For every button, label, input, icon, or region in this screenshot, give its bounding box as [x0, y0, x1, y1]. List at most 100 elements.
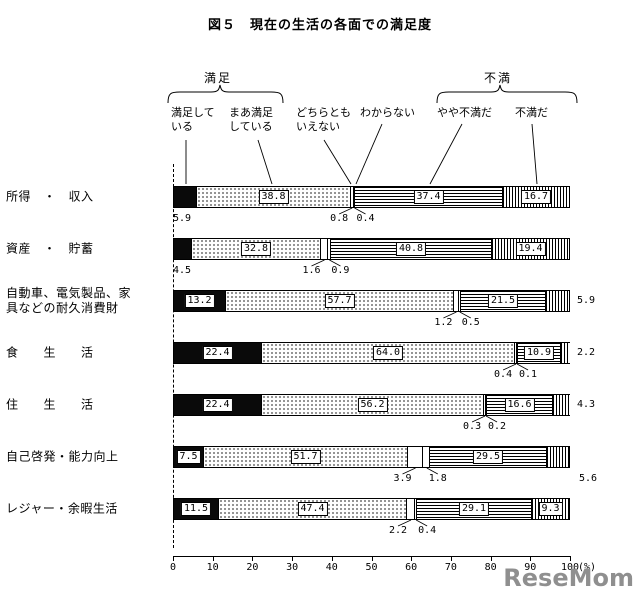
bar-segment-dissatisfied — [553, 395, 570, 415]
bar-segment-dissatisfied — [561, 343, 570, 363]
legend-item-somewhat-satisfied: まあ満足 している — [229, 106, 273, 133]
axis-unit-label: (%) — [578, 562, 597, 573]
value-label: 0.2 — [488, 421, 507, 432]
value-label: 64.0 — [372, 346, 404, 360]
value-label: 19.4 — [515, 242, 546, 256]
category-label: 自己啓発・能力向上 — [6, 449, 119, 464]
value-label: 32.8 — [240, 242, 272, 256]
stacked-bar: 22.4 56.2 16.6 — [173, 394, 570, 416]
bar-segment-neither — [515, 343, 517, 363]
bar-segment-satisfied — [174, 239, 192, 259]
axis-tick — [252, 557, 254, 561]
value-label: 3.9 — [393, 473, 412, 484]
value-label: 11.5 — [180, 502, 212, 516]
bar-segment-dont-know — [328, 239, 331, 259]
value-label: 0.8 — [330, 213, 349, 224]
bar-segment-neither — [321, 239, 328, 259]
leader-line-dont-know — [355, 123, 383, 185]
bar-segment-somewhat-dissatisfied: 16.6 — [487, 395, 553, 415]
value-label: 29.1 — [458, 502, 490, 516]
satisfied-bracket — [167, 84, 284, 104]
legend-item-somewhat-dissatisfied: やや不満だ — [437, 106, 492, 119]
axis-tick-label: 80 — [484, 562, 497, 573]
axis-tick-label: 70 — [444, 562, 457, 573]
category-label: 所得 ・ 収入 — [6, 189, 94, 204]
category-label: 自動車、電気製品、家 具などの耐久消費財 — [6, 286, 132, 315]
figure-title: 図５ 現在の生活の各面での満足度 — [207, 18, 432, 33]
axis-tick — [212, 557, 214, 561]
value-label: 22.4 — [202, 346, 233, 360]
bar-segment-dont-know — [423, 447, 430, 467]
value-label: 0.9 — [331, 265, 350, 276]
bar-segment-satisfied: 22.4 — [174, 395, 262, 415]
bar-segment-somewhat-satisfied: 51.7 — [204, 447, 408, 467]
axis-tick-label: 20 — [246, 562, 259, 573]
stacked-bar: 13.2 57.7 21.5 — [173, 290, 570, 312]
value-label: 5.6 — [579, 473, 598, 484]
bar-segment-dont-know — [354, 187, 355, 207]
axis-tick — [450, 557, 452, 561]
stacked-bar: 7.5 51.7 29.5 — [173, 446, 570, 468]
bar-segment-dont-know — [486, 395, 487, 415]
axis-tick — [371, 557, 373, 561]
bar-segment-dissatisfied: 16.7 — [503, 187, 569, 207]
value-label: 1.8 — [428, 473, 447, 484]
bar-segment-neither — [454, 291, 459, 311]
leader-line-dissatisfied — [531, 123, 538, 185]
value-label: 16.6 — [504, 398, 535, 412]
axis-tick-label: 0 — [169, 562, 177, 573]
bar-segment-neither — [408, 447, 423, 467]
legend-item-neither: どちらとも いえない — [296, 106, 351, 133]
bar-segment-somewhat-dissatisfied: 40.8 — [331, 239, 492, 259]
value-label: 0.1 — [519, 369, 538, 380]
category-label: 住 生 活 — [6, 397, 94, 412]
bar-segment-dissatisfied: 9.3 — [532, 499, 569, 519]
bar-segment-dissatisfied — [546, 291, 569, 311]
value-label: 7.5 — [176, 450, 201, 464]
value-label: 1.2 — [434, 317, 453, 328]
bar-segment-dissatisfied: 19.4 — [492, 239, 569, 259]
bar-segment-somewhat-satisfied: 57.7 — [226, 291, 454, 311]
stacked-bar: 11.5 47.4 29.1 9.3 — [173, 498, 570, 520]
bar-segment-dont-know — [517, 343, 518, 363]
axis-tick — [530, 557, 532, 561]
axis-tick-label: 60 — [405, 562, 418, 573]
bar-segment-dont-know — [459, 291, 461, 311]
axis-tick-label: 10 — [206, 562, 219, 573]
axis-tick — [490, 557, 492, 561]
value-label: 47.4 — [297, 502, 328, 516]
value-label: 4.3 — [577, 399, 596, 410]
bar-segment-neither — [407, 499, 415, 519]
value-label: 40.8 — [395, 242, 427, 256]
value-label: 13.2 — [184, 294, 215, 308]
value-label: 9.3 — [538, 502, 563, 516]
value-label: 57.7 — [324, 294, 355, 308]
axis-tick-label: 40 — [325, 562, 338, 573]
legend-item-dissatisfied: 不満だ — [515, 106, 548, 119]
value-label: 22.4 — [202, 398, 233, 412]
value-label: 0.3 — [463, 421, 482, 432]
legend-group-satisfied: 満足 — [204, 71, 233, 85]
value-label: 16.7 — [520, 190, 552, 204]
axis-tick — [570, 557, 571, 561]
bar-segment-satisfied: 7.5 — [174, 447, 204, 467]
stacked-bar: 32.8 40.8 19.4 — [173, 238, 570, 260]
watermark: ReseMom — [503, 564, 634, 592]
bar-segment-somewhat-dissatisfied: 10.9 — [518, 343, 561, 363]
axis-tick-label: 100 — [560, 562, 580, 573]
bar-segment-neither — [484, 395, 486, 415]
value-label: 51.7 — [290, 450, 321, 464]
leader-line-neither — [323, 139, 352, 185]
category-label: レジャー・余暇生活 — [6, 501, 118, 516]
bar-segment-somewhat-satisfied: 56.2 — [262, 395, 484, 415]
stacked-bar: 22.4 64.0 10.9 — [173, 342, 570, 364]
dissatisfied-bracket — [436, 84, 578, 104]
leader-line-somewhat-dissatisfied — [429, 123, 463, 185]
axis-tick — [173, 557, 174, 561]
axis-tick-label: 90 — [524, 562, 537, 573]
value-label: 37.4 — [413, 190, 444, 204]
value-label: 4.5 — [172, 265, 192, 276]
value-label: 29.5 — [472, 450, 504, 464]
axis-tick-label: 50 — [365, 562, 378, 573]
